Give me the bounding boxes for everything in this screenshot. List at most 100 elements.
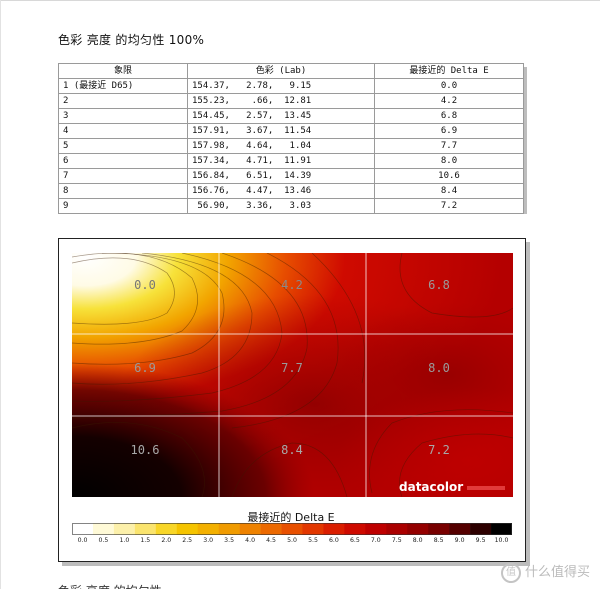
colorbar [72, 523, 512, 535]
colorbar-cell [344, 523, 366, 535]
cell-delta: 6.9 [374, 123, 524, 139]
table-row: 2 155.23, .66, 12.81 4.2 [58, 93, 524, 109]
colorbar-tick-label: 5.0 [287, 537, 297, 544]
colorbar-tick-label: 9.0 [454, 537, 465, 544]
cell-delta: 4.2 [374, 93, 524, 109]
header-lab: 色彩 (Lab) [187, 63, 375, 79]
lab-table: 象限 色彩 (Lab) 最接近的 Delta E 1 (最接近 D65) 154.… [58, 63, 524, 214]
cell-delta: 7.7 [374, 138, 524, 154]
cell-delta: 7.2 [374, 198, 524, 214]
colorbar-tick-label: 5.5 [308, 537, 318, 544]
table-row: 1 (最接近 D65) 154.37, 2.78, 9.15 0.0 [58, 78, 524, 94]
header-delta: 最接近的 Delta E [374, 63, 524, 79]
colorbar-cell [281, 523, 303, 535]
cell-label-8: 8.4 [281, 443, 303, 457]
colorbar-cell [176, 523, 199, 535]
cell-label-9: 7.2 [428, 443, 450, 457]
colorbar-tick-label: 3.0 [203, 537, 214, 544]
colorbar-tick-label: 10.0 [494, 537, 509, 544]
colorbar-tick-label: 4.0 [245, 537, 256, 544]
datacolor-logo-bar [467, 486, 505, 490]
colorbar-tick-label: 3.5 [224, 537, 235, 544]
cell-lab: 154.37, 2.78, 9.15 [187, 78, 375, 94]
cell-quadrant: 9 [58, 198, 188, 214]
cell-delta: 10.6 [374, 168, 524, 184]
colorbar-cell [470, 523, 492, 535]
cell-lab: 56.90, 3.36, 3.03 [187, 198, 375, 214]
colorbar-cell [323, 523, 345, 535]
colorbar-cell [239, 523, 261, 535]
table-row: 5 157.98, 4.64, 1.04 7.7 [58, 138, 524, 154]
colorbar-cell [155, 523, 178, 535]
cell-lab: 157.98, 4.64, 1.04 [187, 138, 375, 154]
cell-lab: 156.84, 6.51, 14.39 [187, 168, 375, 184]
colorbar-cell [134, 523, 157, 535]
colorbar-tick-label: 4.5 [266, 537, 276, 544]
table-row: 9 56.90, 3.36, 3.03 7.2 [58, 198, 524, 214]
cell-labels: 0.0 4.2 6.8 6.9 7.7 8.0 10.6 8.4 7.2 [131, 278, 450, 457]
cell-lab: 154.45, 2.57, 13.45 [187, 108, 375, 124]
cell-label-1: 0.0 [134, 278, 156, 292]
colorbar-tick-label: 0.0 [77, 537, 88, 544]
watermark-icon: 值 [500, 562, 521, 583]
colorbar-cell [260, 523, 282, 535]
cell-delta: 8.0 [374, 153, 524, 169]
colorbar-label: 最接近的 Delta E [247, 511, 335, 524]
next-section-title: 色彩 亮度 的均匀性 [58, 582, 162, 589]
colorbar-cell [428, 523, 450, 535]
cell-quadrant: 7 [58, 168, 188, 184]
colorbar-outline [72, 523, 512, 535]
header-quadrant: 象限 [58, 63, 188, 79]
colorbar-cell [72, 523, 94, 535]
colorbar-cell [386, 523, 408, 535]
cell-lab: 155.23, .66, 12.81 [187, 93, 375, 109]
table-header-row: 象限 色彩 (Lab) 最接近的 Delta E [58, 63, 524, 79]
colorbar-cell [449, 523, 471, 535]
colorbar-tick-label: 0.5 [98, 537, 109, 544]
colorbar-cell [113, 523, 136, 535]
cell-label-2: 4.2 [281, 278, 303, 292]
watermark: 值什么值得买 [500, 561, 590, 583]
cell-quadrant: 3 [58, 108, 188, 124]
cell-quadrant: 1 (最接近 D65) [58, 78, 188, 94]
colorbar-tick-label: 2.0 [161, 537, 172, 544]
table-row: 4 157.91, 3.67, 11.54 6.9 [58, 123, 524, 139]
colorbar-cell [197, 523, 219, 535]
grid-lines [72, 253, 513, 497]
cell-quadrant: 8 [58, 183, 188, 199]
colorbar-cell [92, 523, 115, 535]
colorbar-tick-label: 9.5 [475, 537, 486, 544]
colorbar-tick-label: 1.0 [119, 537, 130, 544]
cell-quadrant: 6 [58, 153, 188, 169]
cell-quadrant: 4 [58, 123, 188, 139]
colorbar-cell [302, 523, 324, 535]
table-row: 6 157.34, 4.71, 11.91 8.0 [58, 153, 524, 169]
section-title: 色彩 亮度 的均匀性 100% [58, 33, 205, 47]
cell-lab: 157.34, 4.71, 11.91 [187, 153, 375, 169]
cell-label-3: 6.8 [428, 278, 450, 292]
table-row: 8 156.76, 4.47, 13.46 8.4 [58, 183, 524, 199]
cell-delta: 6.8 [374, 108, 524, 124]
colorbar-tick-label: 6.0 [328, 537, 339, 544]
colorbar-tick-label: 8.0 [412, 537, 423, 544]
colorbar-cells [72, 523, 512, 535]
colorbar-cell [218, 523, 240, 535]
page-top-border [0, 0, 600, 1]
cell-quadrant: 5 [58, 138, 188, 154]
uniformity-heatmap: 0.0 4.2 6.8 6.9 7.7 8.0 10.6 8.4 7.2 dat… [72, 253, 513, 497]
table-row: 7 156.84, 6.51, 14.39 10.6 [58, 168, 524, 184]
heatmap-dark-layer [72, 253, 513, 497]
page-left-border [0, 0, 1, 589]
colorbar-ticks: 0.0 0.5 1.0 1.5 2.0 2.5 3.0 3.5 4.0 4.5 5.0 5.5 6.0 6… [0, 537, 600, 551]
colorbar-tick-label: 1.5 [140, 537, 151, 544]
cell-delta: 8.4 [374, 183, 524, 199]
datacolor-logo: datacolor [399, 480, 463, 494]
cell-label-6: 8.0 [428, 361, 450, 375]
colorbar-tick-label: 8.5 [433, 537, 444, 544]
cell-lab: 156.76, 4.47, 13.46 [187, 183, 375, 199]
colorbar-cell [365, 523, 387, 535]
table-row: 3 154.45, 2.57, 13.45 6.8 [58, 108, 524, 124]
colorbar-cell [407, 523, 429, 535]
cell-label-4: 6.9 [134, 361, 156, 375]
cell-label-5: 7.7 [281, 361, 303, 375]
